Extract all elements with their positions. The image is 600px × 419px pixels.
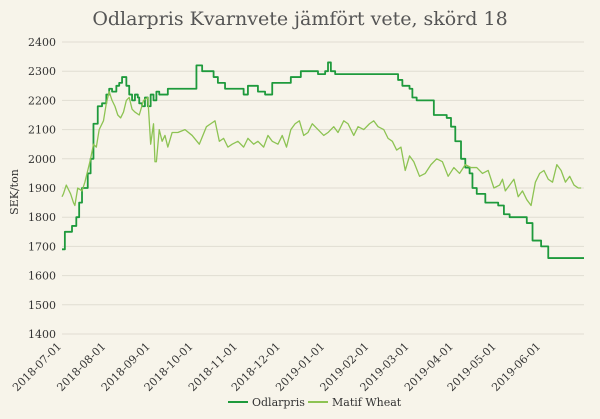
series-line-matif-wheat: [61, 90, 582, 207]
y-tick-label: 2400: [28, 36, 56, 49]
grid-lines: [62, 41, 584, 335]
y-tick-label: 1700: [28, 240, 56, 253]
y-tick-label: 1400: [28, 328, 56, 341]
y-axis-label: SEK/ton: [8, 169, 21, 215]
series-line-odlarpris: [62, 61, 584, 259]
y-tick-label: 1600: [28, 270, 56, 283]
chart-title: Odlarpris Kvarnvete jämfört vete, skörd …: [92, 8, 507, 30]
y-axis-ticks: 1400 1500 1600 1700 1800 1900 2000 2100 2200 2300…: [28, 36, 56, 341]
legend-label-odlarpris: Odlarpris: [252, 396, 305, 409]
y-tick-label: 1500: [28, 299, 56, 312]
y-tick-label: 2200: [28, 94, 56, 107]
chart-legend: Odlarpris Matif Wheat: [228, 396, 402, 409]
y-tick-label: 1800: [28, 211, 56, 224]
y-tick-label: 2300: [28, 65, 56, 78]
y-tick-label: 2100: [28, 124, 56, 137]
legend-label-matif-wheat: Matif Wheat: [332, 396, 402, 409]
series-group: [61, 61, 584, 259]
y-tick-label: 2000: [28, 153, 56, 166]
y-tick-label: 1900: [28, 182, 56, 195]
